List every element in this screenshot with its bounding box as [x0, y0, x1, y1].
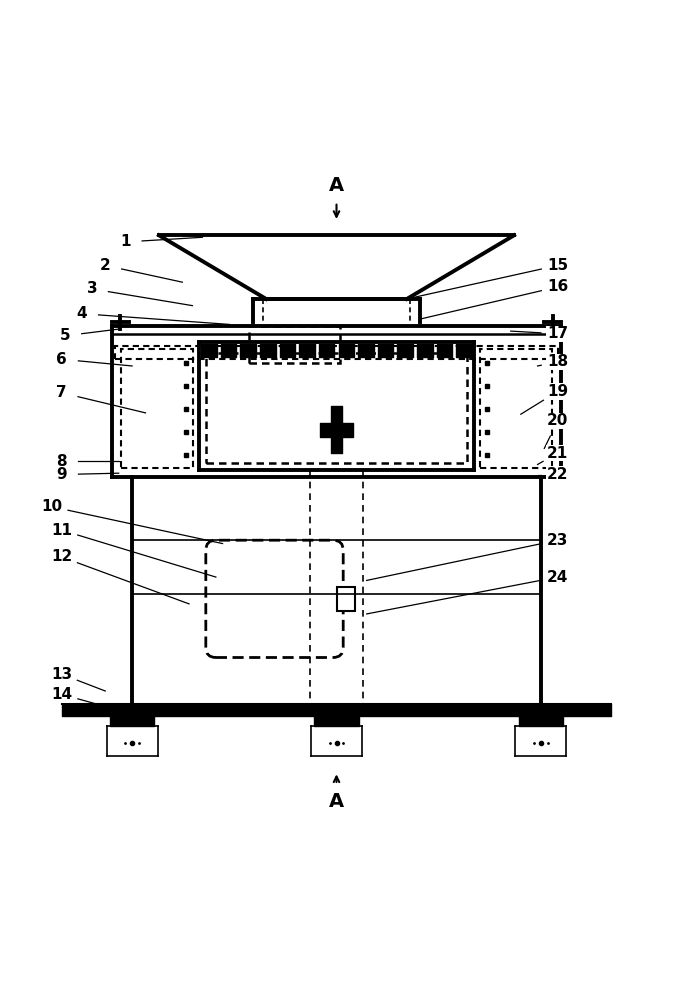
Text: 21: 21 — [547, 446, 568, 461]
Text: 2: 2 — [100, 258, 110, 273]
Text: 19: 19 — [547, 384, 568, 399]
Text: A: A — [329, 176, 344, 195]
Text: 23: 23 — [547, 533, 569, 548]
Text: 7: 7 — [57, 385, 67, 400]
Text: 22: 22 — [547, 467, 569, 482]
Text: 4: 4 — [77, 306, 87, 321]
Text: 6: 6 — [57, 352, 67, 367]
Bar — [250, 326, 340, 363]
Text: 5: 5 — [60, 328, 71, 343]
Bar — [480, 349, 553, 468]
Text: 14: 14 — [51, 687, 72, 702]
Bar — [206, 353, 467, 463]
Bar — [115, 346, 558, 359]
Text: 17: 17 — [547, 326, 568, 341]
Text: 9: 9 — [57, 467, 67, 482]
Text: 18: 18 — [547, 354, 568, 369]
Text: 8: 8 — [57, 454, 67, 469]
Text: 10: 10 — [41, 499, 62, 514]
Text: 20: 20 — [547, 413, 569, 428]
Text: 13: 13 — [51, 667, 72, 682]
Text: 15: 15 — [547, 258, 568, 273]
Bar — [120, 349, 193, 468]
Text: 24: 24 — [547, 570, 569, 585]
Text: 3: 3 — [87, 281, 97, 296]
Text: 1: 1 — [120, 234, 131, 249]
Text: 11: 11 — [51, 523, 72, 538]
Text: A: A — [329, 792, 344, 811]
Text: 12: 12 — [51, 549, 72, 564]
Text: 16: 16 — [547, 279, 568, 294]
Bar — [336, 587, 355, 611]
